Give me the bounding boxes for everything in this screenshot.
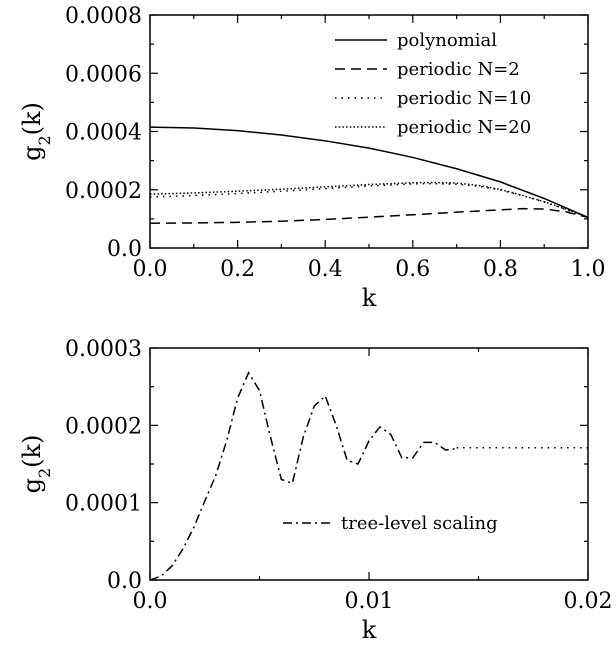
legend-label: periodic N=2 bbox=[397, 59, 520, 80]
y-tick-label: 0.0008 bbox=[65, 4, 142, 29]
y-tick-label: 0.0002 bbox=[65, 414, 142, 439]
x-tick-label: 0.4 bbox=[308, 257, 343, 282]
plot-frame bbox=[149, 347, 589, 581]
x-axis-label: k bbox=[362, 616, 377, 644]
y-tick-label: 0.0003 bbox=[65, 337, 142, 362]
x-tick-label: 0.8 bbox=[483, 257, 518, 282]
x-tick-label: 0.6 bbox=[395, 257, 430, 282]
y-tick-label: 0.0001 bbox=[65, 492, 142, 517]
x-tick-label: 0.2 bbox=[220, 257, 255, 282]
x-tick-label: 0.0 bbox=[133, 589, 168, 614]
x-axis-label: k bbox=[362, 284, 377, 312]
series-line-periodic-n-10 bbox=[150, 182, 588, 219]
series-line-periodic-n-2 bbox=[150, 207, 588, 224]
x-tick-label: 0.02 bbox=[564, 589, 613, 614]
chart-panel-2: 0.0 0.01 0.02 0.0 0.0001 0.0002 0.0003 k g2(k) tr… bbox=[18, 337, 612, 644]
x-tick-label: 1.0 bbox=[571, 257, 606, 282]
series-line-periodic-n-20 bbox=[150, 181, 588, 219]
x-tick-label: 0.0 bbox=[133, 257, 168, 282]
x-tick-label: 0.01 bbox=[345, 589, 394, 614]
series-line-tree-level-scaling bbox=[150, 371, 457, 580]
legend-label: polynomial bbox=[397, 30, 497, 51]
y-tick-label: 0.0004 bbox=[65, 121, 142, 146]
y-axis-label: g2(k) bbox=[18, 435, 54, 494]
chart-panel-1: 0.0 0.2 0.4 0.6 0.8 1.0 0.0 0.0002 0.0004 0.0006 0… bbox=[18, 4, 606, 312]
y-tick-label: 0.0 bbox=[107, 237, 142, 262]
y-axis-label: g2(k) bbox=[18, 102, 54, 161]
y-tick-label: 0.0002 bbox=[65, 179, 142, 204]
legend-label: periodic N=20 bbox=[397, 117, 531, 138]
legend-label: periodic N=10 bbox=[397, 88, 531, 109]
legend-label: tree-level scaling bbox=[341, 513, 498, 534]
series-line-polynomial bbox=[150, 126, 588, 219]
y-tick-label: 0.0006 bbox=[65, 62, 142, 87]
y-tick-label: 0.0 bbox=[107, 569, 142, 594]
